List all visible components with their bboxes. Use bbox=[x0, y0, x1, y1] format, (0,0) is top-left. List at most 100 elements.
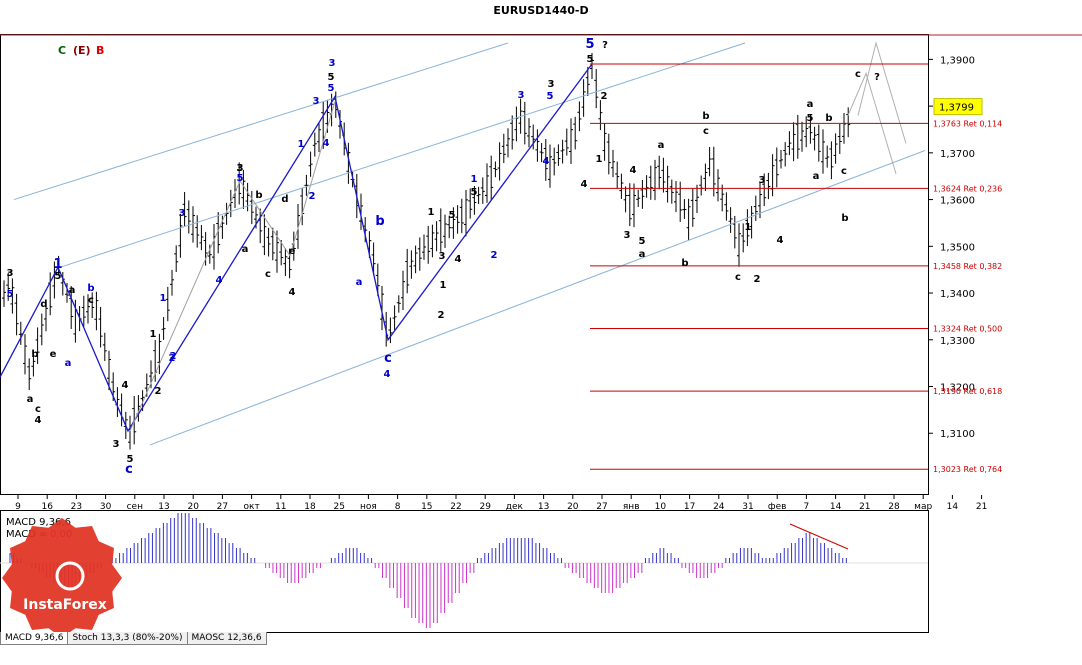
time-tick-label: 16 bbox=[41, 502, 53, 512]
wave-label: 3 bbox=[518, 90, 525, 101]
macd-value-label: MACD = bbox=[6, 529, 48, 540]
fib-level-label: 1,3624 Ret 0,236 bbox=[933, 184, 1002, 193]
wave-label: d bbox=[281, 194, 288, 205]
time-tick-label: 20 bbox=[187, 502, 199, 512]
wave-label: 1 bbox=[471, 174, 478, 185]
wave-label: 5 bbox=[585, 37, 594, 52]
wave-label: c bbox=[703, 126, 709, 137]
time-tick-label: 27 bbox=[217, 502, 228, 512]
wave-label: 4 bbox=[581, 179, 588, 190]
time-tick-label: 21 bbox=[976, 502, 987, 512]
wave-label: 3 bbox=[439, 251, 446, 262]
channel-line-lower bbox=[149, 150, 926, 446]
wave-label: 1 bbox=[428, 207, 435, 218]
wave-label: c bbox=[265, 269, 271, 280]
wave-label: 2 bbox=[601, 91, 608, 102]
time-tick-label: 13 bbox=[538, 502, 549, 512]
fib-level-label: 1,3763 Ret 0,114 bbox=[933, 119, 1002, 128]
wave-label: 4 bbox=[777, 235, 784, 246]
fib-level-label: 1,3190 Ret 0,618 bbox=[933, 387, 1002, 396]
time-tick-label: 30 bbox=[100, 502, 112, 512]
wave-label: 1 bbox=[440, 280, 447, 291]
wave-label: d bbox=[40, 299, 47, 310]
price-tick-label: 1,3200 bbox=[940, 383, 975, 394]
tab-stoch[interactable]: Stoch 13,3,3 (80%-20%) bbox=[67, 632, 188, 645]
time-tick-label: 13 bbox=[158, 502, 169, 512]
wave-label: ? bbox=[874, 72, 880, 83]
wave-label: 5 bbox=[237, 173, 244, 184]
current-price-label: 1,3799 bbox=[939, 103, 974, 114]
wave-label: c bbox=[35, 404, 41, 415]
wave-label: b bbox=[681, 258, 688, 269]
time-tick-label: 14 bbox=[947, 502, 959, 512]
wave-label: a bbox=[69, 285, 76, 296]
wave-label: b bbox=[31, 349, 38, 360]
wave-label: 3 bbox=[7, 268, 14, 279]
channel-line-upper-1 bbox=[13, 42, 509, 201]
wave-label: a bbox=[65, 358, 72, 369]
wave-label: 1 bbox=[150, 329, 157, 340]
time-tick-label: 25 bbox=[333, 502, 344, 512]
wave-label: 5 bbox=[328, 83, 335, 94]
wave-label: ? bbox=[602, 40, 608, 51]
wave-label: 5 bbox=[639, 236, 646, 247]
time-tick-label: 9 bbox=[15, 502, 21, 512]
wave-label: 4 bbox=[384, 369, 391, 380]
wave-label: 5 bbox=[547, 91, 554, 102]
wave-label: c bbox=[125, 462, 133, 477]
wave-label: a bbox=[27, 394, 34, 405]
wave-label: 4 bbox=[289, 287, 296, 298]
wave-label: c bbox=[841, 166, 847, 177]
wave-label: 3 bbox=[329, 58, 336, 69]
indicator-tab-bar: MACD 9,36,6 Stoch 13,3,3 (80%-20%) MAOSC… bbox=[0, 632, 930, 646]
wave-label: b bbox=[825, 113, 832, 124]
time-tick-label: фев bbox=[768, 502, 787, 512]
price-tick-label: 1,3400 bbox=[940, 289, 975, 300]
wave-label: 3 bbox=[179, 208, 186, 219]
wave-label: 5 bbox=[55, 271, 62, 282]
time-tick-label: 27 bbox=[596, 502, 607, 512]
time-tick-label: 29 bbox=[479, 502, 491, 512]
price-tick-label: 1,3500 bbox=[940, 242, 975, 253]
time-tick-label: 10 bbox=[655, 502, 667, 512]
legend-degree-e: (E) bbox=[73, 44, 91, 57]
wave-label: 2 bbox=[754, 274, 761, 285]
wave-label: 1 bbox=[298, 139, 305, 150]
current-price-tag bbox=[933, 98, 983, 116]
wave-label: 5 bbox=[807, 113, 814, 124]
wave-label: 1 bbox=[53, 257, 62, 272]
wave-label: 1 bbox=[596, 154, 603, 165]
time-tick-label: 15 bbox=[421, 502, 432, 512]
time-tick-label: 18 bbox=[304, 502, 316, 512]
wave-label: 4 bbox=[35, 415, 42, 426]
wave-label: 1 bbox=[160, 293, 167, 304]
wave-label: 2 bbox=[155, 386, 162, 397]
time-tick-label: дек bbox=[506, 502, 524, 512]
wave-label: 2 bbox=[169, 353, 176, 364]
wave-label: 3 bbox=[624, 230, 631, 241]
wave-label: b bbox=[702, 111, 709, 122]
macd-divergence-line bbox=[789, 523, 849, 550]
tab-maosc[interactable]: MAOSC 12,36,6 bbox=[186, 632, 267, 645]
fib-level-label: 1,3458 Ret 0,382 bbox=[933, 262, 1002, 271]
wave-label: b bbox=[841, 213, 848, 224]
legend-degree-c: C bbox=[58, 44, 66, 57]
time-tick-label: 14 bbox=[830, 502, 842, 512]
price-plot-frame bbox=[0, 34, 929, 495]
wave-label: 3 bbox=[313, 96, 320, 107]
time-tick-label: 23 bbox=[71, 502, 82, 512]
wave-label: a bbox=[658, 140, 665, 151]
wave-label: 4 bbox=[122, 380, 129, 391]
wave-label: 5 bbox=[471, 187, 478, 198]
time-tick-label: ноя bbox=[360, 502, 377, 512]
instaforex-logo-badge bbox=[2, 518, 122, 638]
time-tick-label: 22 bbox=[450, 502, 461, 512]
wave-label: a bbox=[639, 249, 646, 260]
wave-label: a bbox=[807, 99, 814, 110]
time-tick-label: сен bbox=[127, 502, 143, 512]
fib-level-label: 1,3023 Ret 0,764 bbox=[933, 465, 1002, 474]
macd-indicator-label: MACD 9,36,6 bbox=[6, 517, 71, 528]
tab-macd[interactable]: MACD 9,36,6 bbox=[0, 632, 69, 645]
time-tick-label: 17 bbox=[684, 502, 695, 512]
